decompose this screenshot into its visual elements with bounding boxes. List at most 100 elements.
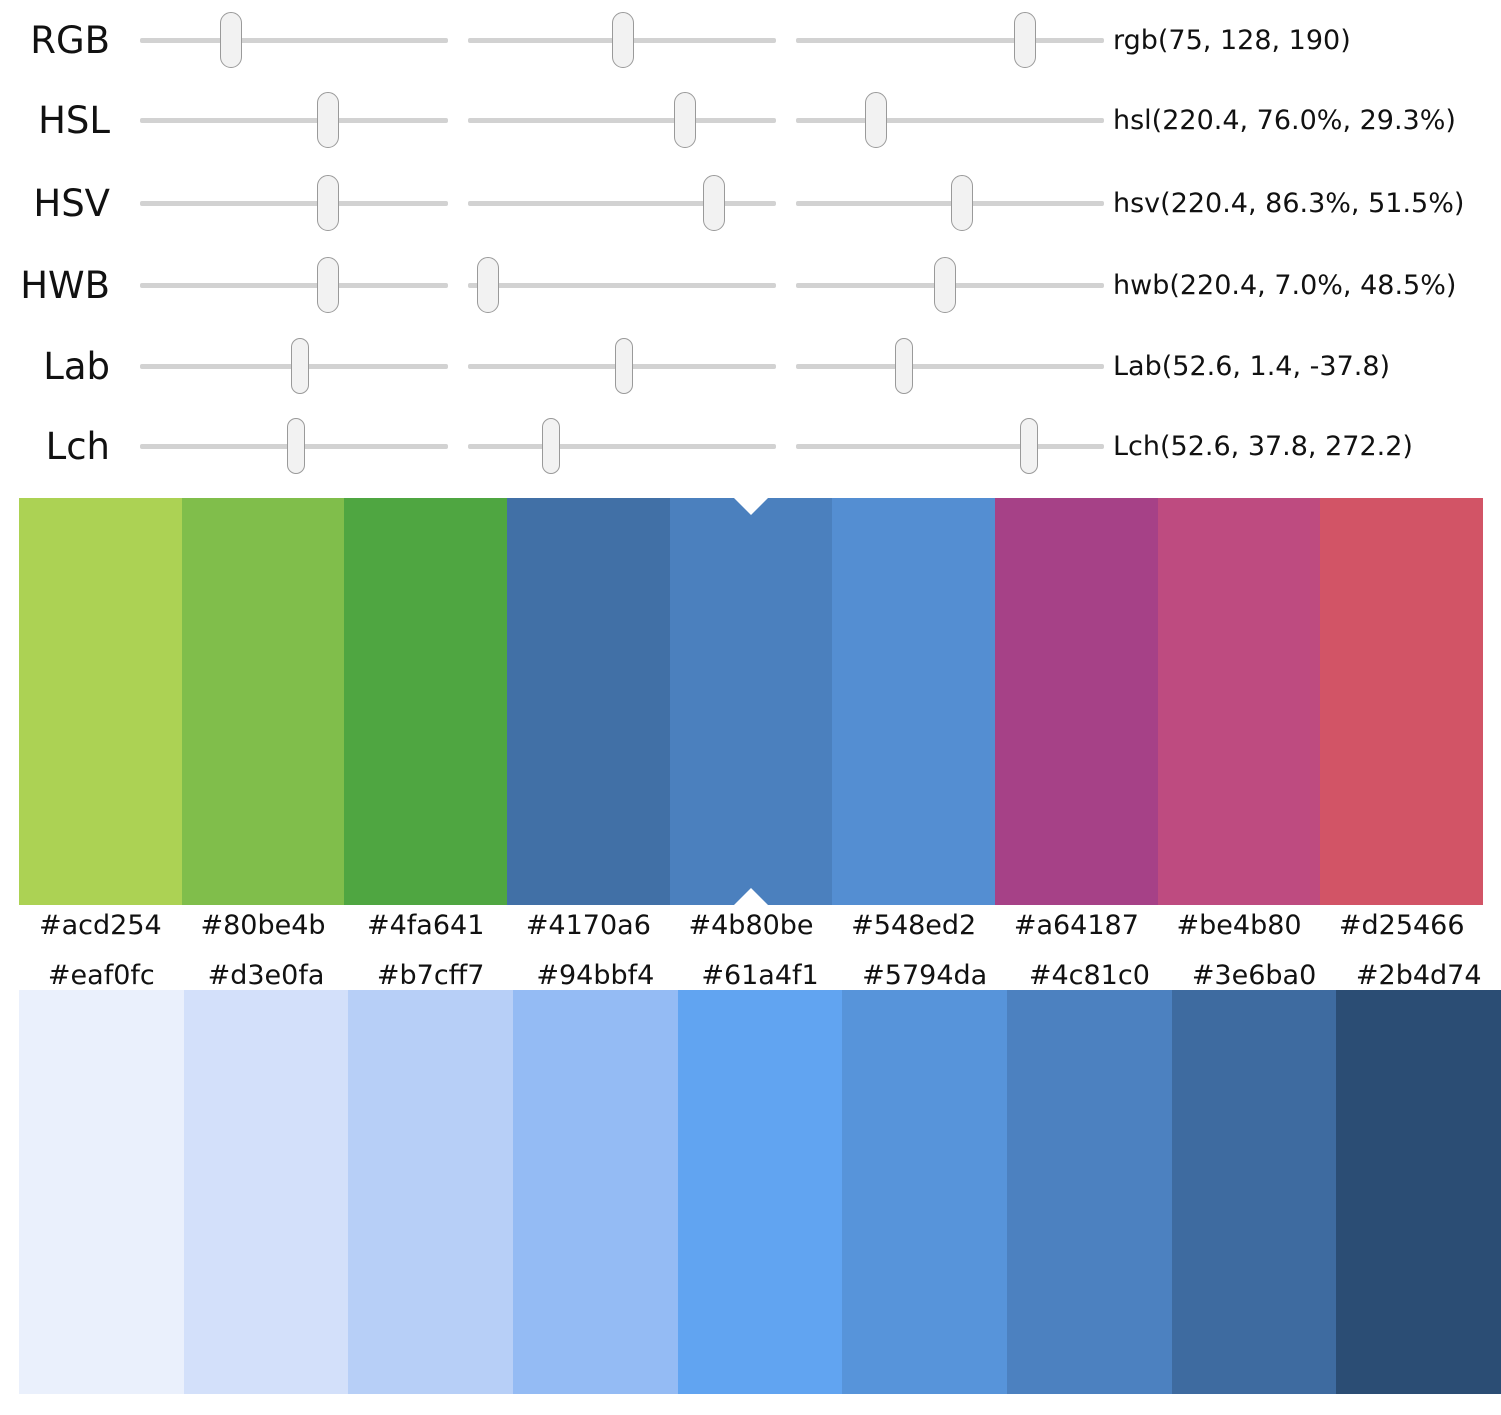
- slider-track-lch-chroma[interactable]: [468, 418, 776, 474]
- slider-track-hsv-hue[interactable]: [140, 175, 448, 231]
- palette-top-swatch-8[interactable]: [1320, 498, 1484, 905]
- slider-track-hwb-blackness[interactable]: [796, 257, 1104, 313]
- slider-handle-lab-b[interactable]: [894, 338, 913, 394]
- slider-track-hsl-hue[interactable]: [140, 92, 448, 148]
- slider-track-hsl-saturation[interactable]: [468, 92, 776, 148]
- palette-bottom-hex-7: #3e6ba0: [1191, 960, 1317, 991]
- palette-bottom-hex-1: #d3e0fa: [207, 960, 325, 991]
- palette-top-hex-1: #80be4b: [200, 910, 326, 941]
- color-model-sliders: RGB rgb(75, 128, 190) HSL: [0, 0, 1501, 492]
- palette-strip-bottom: [19, 990, 1501, 1394]
- palette-top-hex-6: #a64187: [1013, 910, 1139, 941]
- slider-handle-hsv-hue[interactable]: [317, 175, 340, 231]
- slider-tracks-rgb: [140, 12, 1501, 68]
- palette-bottom-hex-8: #2b4d74: [1355, 960, 1482, 991]
- slider-tracks-hsv: [140, 175, 1501, 231]
- palette-top-hex-8: #d25466: [1338, 910, 1465, 941]
- slider-row-label-hsv: HSV: [33, 181, 110, 225]
- slider-handle-hsv-saturation[interactable]: [703, 175, 726, 231]
- slider-readout-rgb: rgb(75, 128, 190): [1113, 24, 1351, 56]
- palette-bottom-swatch-0[interactable]: [19, 990, 184, 1394]
- slider-row-hsv: HSV hsv(220.4, 86.3%, 51.5%): [0, 175, 1501, 231]
- palette-bottom-hex-3: #94bbf4: [536, 960, 655, 991]
- slider-track-hsl-lightness[interactable]: [796, 92, 1104, 148]
- slider-readout-lch: Lch(52.6, 37.8, 272.2): [1113, 430, 1413, 462]
- slider-handle-lch-lightness[interactable]: [286, 418, 305, 474]
- palette-top-swatch-1[interactable]: [181, 498, 345, 905]
- selected-marker-bottom-icon: [734, 888, 769, 905]
- slider-row-label-hsl: HSL: [38, 98, 110, 142]
- slider-handle-lab-lightness[interactable]: [291, 338, 310, 394]
- palette-bottom-swatch-3[interactable]: [513, 990, 678, 1394]
- slider-handle-lch-hue[interactable]: [1019, 418, 1038, 474]
- palette-bottom-swatch-6[interactable]: [1007, 990, 1172, 1394]
- slider-readout-hsl: hsl(220.4, 76.0%, 29.3%): [1113, 104, 1456, 136]
- slider-row-rgb: RGB rgb(75, 128, 190): [0, 12, 1501, 68]
- palette-top-hex-3: #4170a6: [525, 910, 651, 941]
- palette-top-swatch-6[interactable]: [995, 498, 1158, 905]
- slider-track-lab-lightness[interactable]: [140, 338, 448, 394]
- palette-top-swatch-4[interactable]: [669, 498, 833, 905]
- palette-top-swatch-0[interactable]: [19, 498, 182, 905]
- selected-marker-top-icon: [734, 498, 769, 515]
- palette-top-swatch-3[interactable]: [507, 498, 670, 905]
- slider-track-hwb-hue[interactable]: [140, 257, 448, 313]
- palette-top-hex-7: #be4b80: [1176, 910, 1302, 941]
- slider-handle-rgb-green[interactable]: [611, 12, 634, 68]
- slider-track-lch-lightness[interactable]: [140, 418, 448, 474]
- slider-handle-lch-chroma[interactable]: [542, 418, 561, 474]
- palette-strip-top: [19, 498, 1484, 905]
- slider-track-rgb-red[interactable]: [140, 12, 448, 68]
- slider-row-lab: Lab Lab(52.6, 1.4, -37.8): [0, 338, 1501, 394]
- palette-bottom-hex-2: #b7cff7: [376, 960, 485, 991]
- slider-track-hwb-whiteness[interactable]: [468, 257, 776, 313]
- slider-row-label-hwb: HWB: [20, 263, 110, 307]
- slider-handle-hsl-lightness[interactable]: [865, 92, 888, 148]
- palette-top-hex-4: #4b80be: [688, 910, 814, 941]
- palette-top-hex-2: #4fa641: [366, 910, 485, 941]
- slider-row-label-lab: Lab: [43, 344, 110, 388]
- palette-top-swatch-7[interactable]: [1157, 498, 1321, 905]
- slider-tracks-hwb: [140, 257, 1501, 313]
- palette-top-hex-0: #acd254: [38, 910, 162, 941]
- slider-readout-hsv: hsv(220.4, 86.3%, 51.5%): [1113, 187, 1465, 219]
- slider-row-hwb: HWB hwb(220.4, 7.0%, 48.5%): [0, 257, 1501, 313]
- palette-bottom-swatch-7[interactable]: [1171, 990, 1337, 1394]
- palette-bottom-swatch-4[interactable]: [677, 990, 843, 1394]
- slider-track-hsv-saturation[interactable]: [468, 175, 776, 231]
- palette-top-swatch-2[interactable]: [344, 498, 508, 905]
- palette-bottom-swatch-8[interactable]: [1336, 990, 1501, 1394]
- slider-readout-hwb: hwb(220.4, 7.0%, 48.5%): [1113, 269, 1457, 301]
- slider-track-lab-b[interactable]: [796, 338, 1104, 394]
- slider-track-lab-a[interactable]: [468, 338, 776, 394]
- slider-tracks-hsl: [140, 92, 1501, 148]
- slider-handle-rgb-red[interactable]: [219, 12, 242, 68]
- slider-readout-lab: Lab(52.6, 1.4, -37.8): [1113, 350, 1391, 382]
- slider-handle-lab-a[interactable]: [614, 338, 633, 394]
- slider-handle-hwb-blackness[interactable]: [934, 257, 957, 313]
- slider-row-lch: Lch Lch(52.6, 37.8, 272.2): [0, 418, 1501, 474]
- palette-bottom-swatch-1[interactable]: [183, 990, 349, 1394]
- slider-handle-hwb-whiteness[interactable]: [477, 257, 500, 313]
- slider-row-hsl: HSL hsl(220.4, 76.0%, 29.3%): [0, 92, 1501, 148]
- slider-track-lch-hue[interactable]: [796, 418, 1104, 474]
- palette-bottom-swatch-2[interactable]: [348, 990, 514, 1394]
- slider-track-hsv-value[interactable]: [796, 175, 1104, 231]
- slider-row-label-lch: Lch: [45, 424, 110, 468]
- palette-bottom-swatch-5[interactable]: [842, 990, 1008, 1394]
- slider-track-rgb-green[interactable]: [468, 12, 776, 68]
- slider-handle-hwb-hue[interactable]: [317, 257, 340, 313]
- slider-handle-hsv-value[interactable]: [951, 175, 974, 231]
- slider-row-label-rgb: RGB: [30, 18, 110, 62]
- palette-top-hex-labels: #acd254 #80be4b #4fa641 #4170a6 #4b80be …: [19, 906, 1483, 946]
- slider-handle-rgb-blue[interactable]: [1014, 12, 1037, 68]
- palette-top-hex-5: #548ed2: [851, 910, 977, 941]
- palette-top-swatch-5[interactable]: [832, 498, 996, 905]
- palette-bottom-hex-5: #5794da: [862, 960, 988, 991]
- palette-bottom-hex-0: #eaf0fc: [47, 960, 155, 991]
- slider-tracks-lab: [140, 338, 1501, 394]
- slider-handle-hsl-saturation[interactable]: [674, 92, 697, 148]
- slider-handle-hsl-hue[interactable]: [317, 92, 340, 148]
- slider-track-rgb-blue[interactable]: [796, 12, 1104, 68]
